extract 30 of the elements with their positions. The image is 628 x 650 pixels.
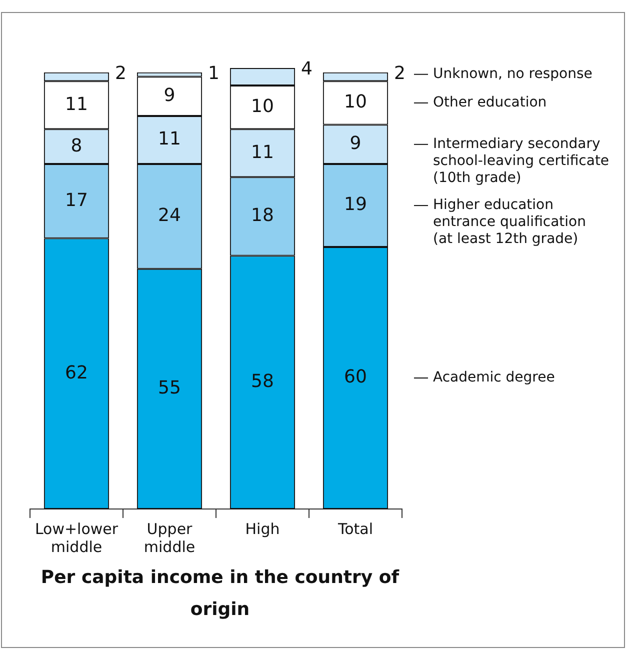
data-label: 11 — [251, 142, 274, 163]
data-label: 11 — [65, 94, 88, 115]
data-label: 10 — [251, 96, 274, 117]
x-axis-title: Per capita income in the country of origin — [40, 566, 400, 622]
data-label: 19 — [344, 194, 367, 216]
x-tick-label: Low+lower middle — [34, 520, 119, 556]
data-label: 17 — [65, 190, 88, 211]
data-label: 4 — [301, 58, 313, 80]
x-tick-label: Upper middle — [144, 520, 196, 556]
data-label: 18 — [251, 205, 274, 226]
data-label: 11 — [158, 128, 181, 150]
text: Intermediary secondary school-leaving certificate (10th grade) — [433, 136, 610, 186]
text: Other education — [433, 94, 547, 111]
text: Unknown, no response — [433, 66, 592, 82]
data-label: 1 — [208, 63, 220, 84]
data-label: 2 — [394, 63, 406, 84]
data-label: 2 — [115, 63, 127, 84]
text: Higher education entrance qualification (at least 12th grade) — [433, 197, 586, 248]
data-label: 10 — [344, 92, 367, 113]
data-label: 8 — [70, 135, 82, 156]
data-label: 62 — [65, 362, 88, 384]
data-label: 9 — [164, 85, 176, 106]
data-label: 55 — [158, 378, 181, 399]
data-label: 60 — [344, 366, 367, 388]
x-tick-label: Total — [336, 520, 374, 538]
data-label: 9 — [350, 133, 362, 154]
x-tick-label: High — [245, 520, 280, 538]
data-label: 24 — [158, 205, 181, 226]
text: Academic degree — [433, 370, 555, 386]
data-label: 58 — [251, 371, 274, 392]
